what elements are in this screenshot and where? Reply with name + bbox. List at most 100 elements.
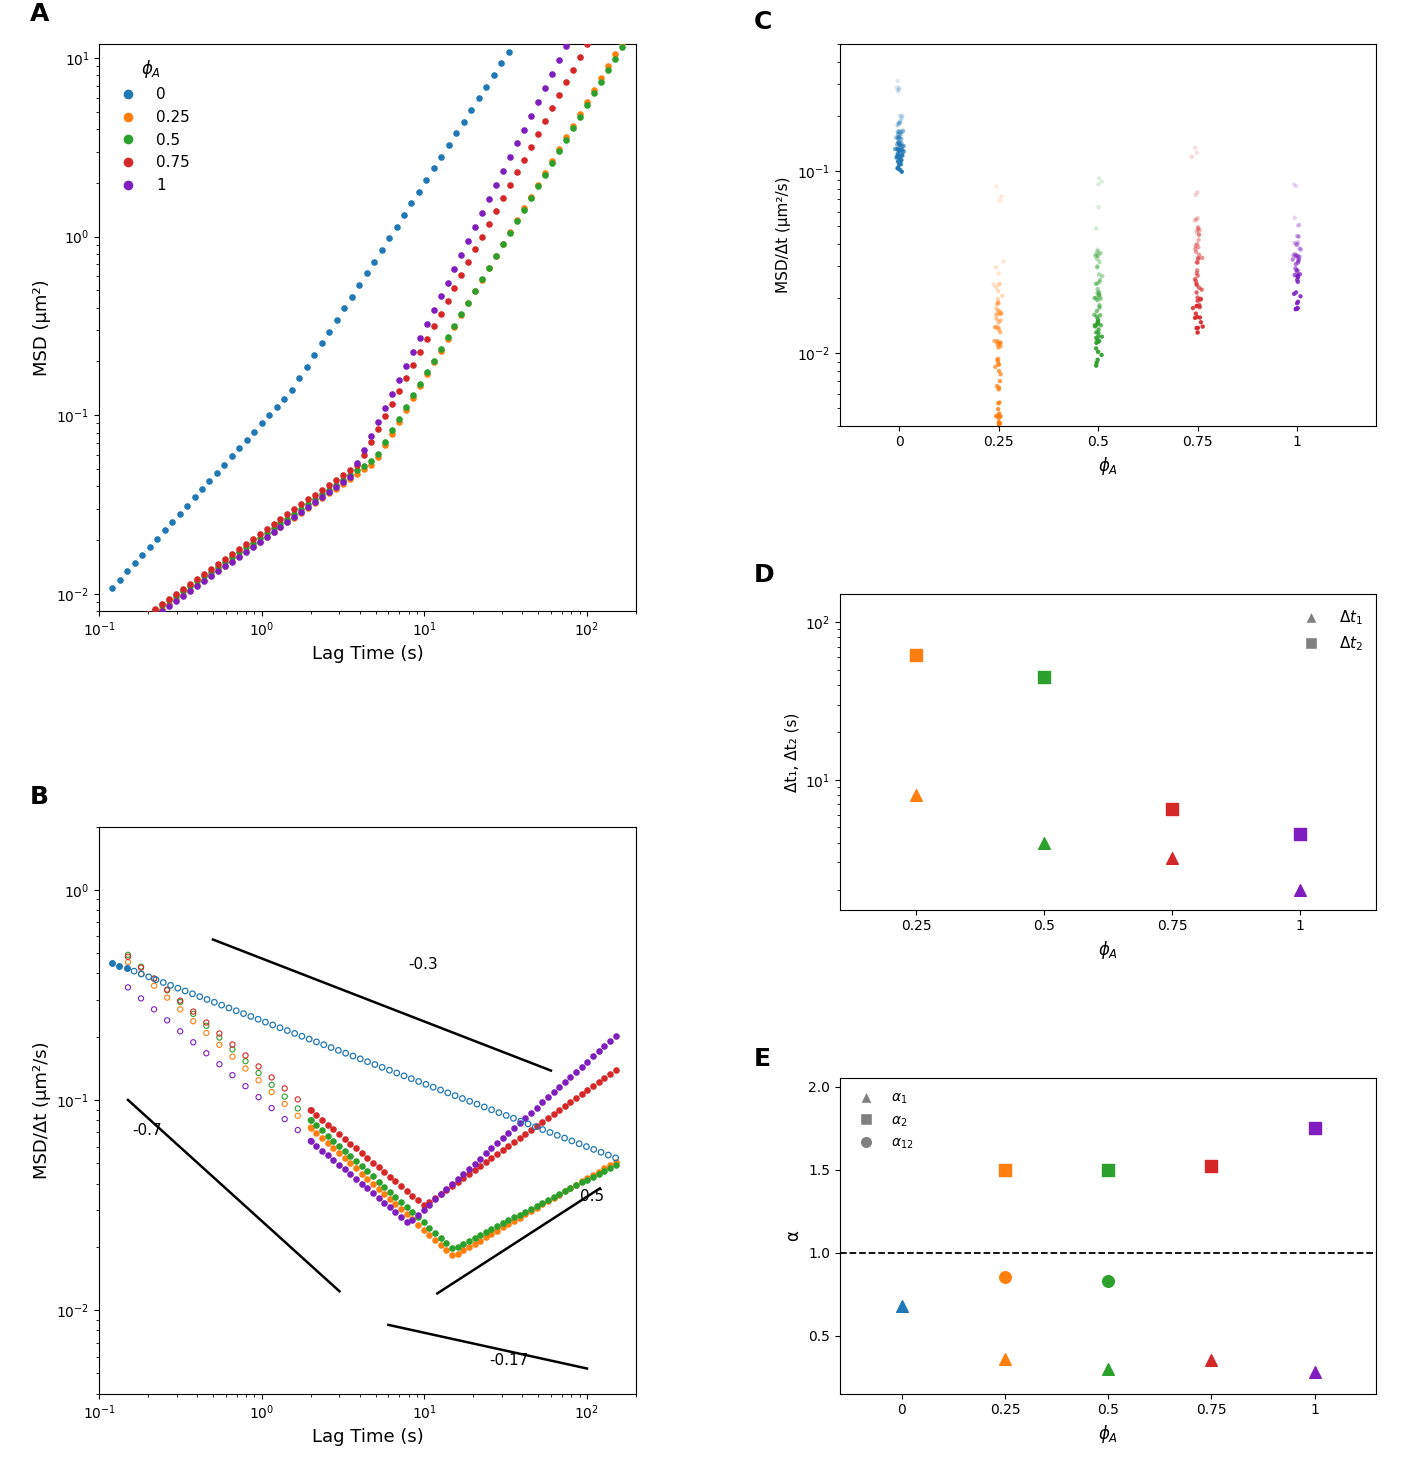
Point [193,562,216,585]
Point [373,405,396,428]
Point [888,126,911,150]
Point [350,1162,373,1185]
Point [200,557,223,581]
Point [531,1111,553,1134]
Point [379,1187,402,1210]
Point [318,472,341,496]
Point [143,601,166,625]
X-axis label: Lag Time (s): Lag Time (s) [312,645,423,663]
Point [888,119,911,142]
Point [333,1157,356,1181]
Point [582,0,604,1]
Point [363,249,386,273]
Point [887,157,910,180]
Point [531,1193,553,1216]
Point [400,192,423,216]
Point [988,318,1010,342]
Point [108,568,131,591]
Point [150,593,173,616]
Point [526,173,549,197]
Point [194,1042,217,1065]
Point [1200,1348,1223,1372]
Point [989,271,1012,295]
Point [282,506,305,530]
Point [287,1097,309,1121]
Point [502,1116,525,1140]
Point [150,594,173,618]
Point [1191,277,1213,301]
Point [888,153,911,176]
Point [885,76,908,100]
Point [220,445,243,468]
Point [488,1100,511,1124]
Point [287,1105,309,1128]
Point [463,1159,485,1182]
Point [136,609,159,632]
Point [297,493,319,516]
Point [480,1146,502,1169]
Point [525,1194,548,1218]
Point [419,1216,441,1240]
Point [1185,241,1208,264]
Point [136,603,159,626]
Point [1288,245,1311,268]
Point [988,414,1010,437]
Point [373,1175,396,1199]
Point [1086,305,1108,329]
Point [451,1087,474,1111]
Point [146,527,169,550]
Point [526,122,549,145]
Point [332,471,355,494]
Point [429,339,451,362]
Point [270,512,292,535]
Point [207,559,230,582]
Point [464,280,487,304]
Point [258,403,281,427]
Point [304,487,326,511]
Point [353,437,376,461]
Point [989,370,1012,393]
Point [255,518,278,541]
Point [446,1171,468,1194]
Point [394,398,417,421]
Point [277,506,299,530]
Point [502,1106,525,1130]
Point [457,292,480,315]
Point [548,138,570,161]
Point [475,75,498,98]
Point [333,1127,356,1150]
Point [199,469,221,493]
Point [241,534,264,557]
Point [221,1064,244,1087]
Point [508,1206,531,1229]
Point [289,500,312,524]
Point [451,1166,474,1190]
Point [986,333,1009,356]
Point [131,543,153,566]
Point [451,1162,474,1185]
Point [200,560,223,584]
Point [1286,258,1308,282]
Point [423,351,446,374]
Point [143,967,166,990]
Point [1088,268,1111,292]
Point [1087,318,1110,342]
Point [485,1143,508,1166]
Point [1189,305,1212,329]
Point [1090,343,1112,367]
Point [424,1228,447,1251]
Point [1192,315,1215,339]
Point [1086,254,1108,277]
Point [243,420,265,443]
Point [985,292,1007,315]
Point [1185,141,1208,164]
Point [887,132,910,156]
Point [519,185,542,208]
Point [263,519,285,543]
Point [597,1143,620,1166]
Point [169,502,192,525]
Point [224,999,247,1022]
Point [1091,324,1114,348]
Point [370,238,393,261]
Point [986,329,1009,352]
